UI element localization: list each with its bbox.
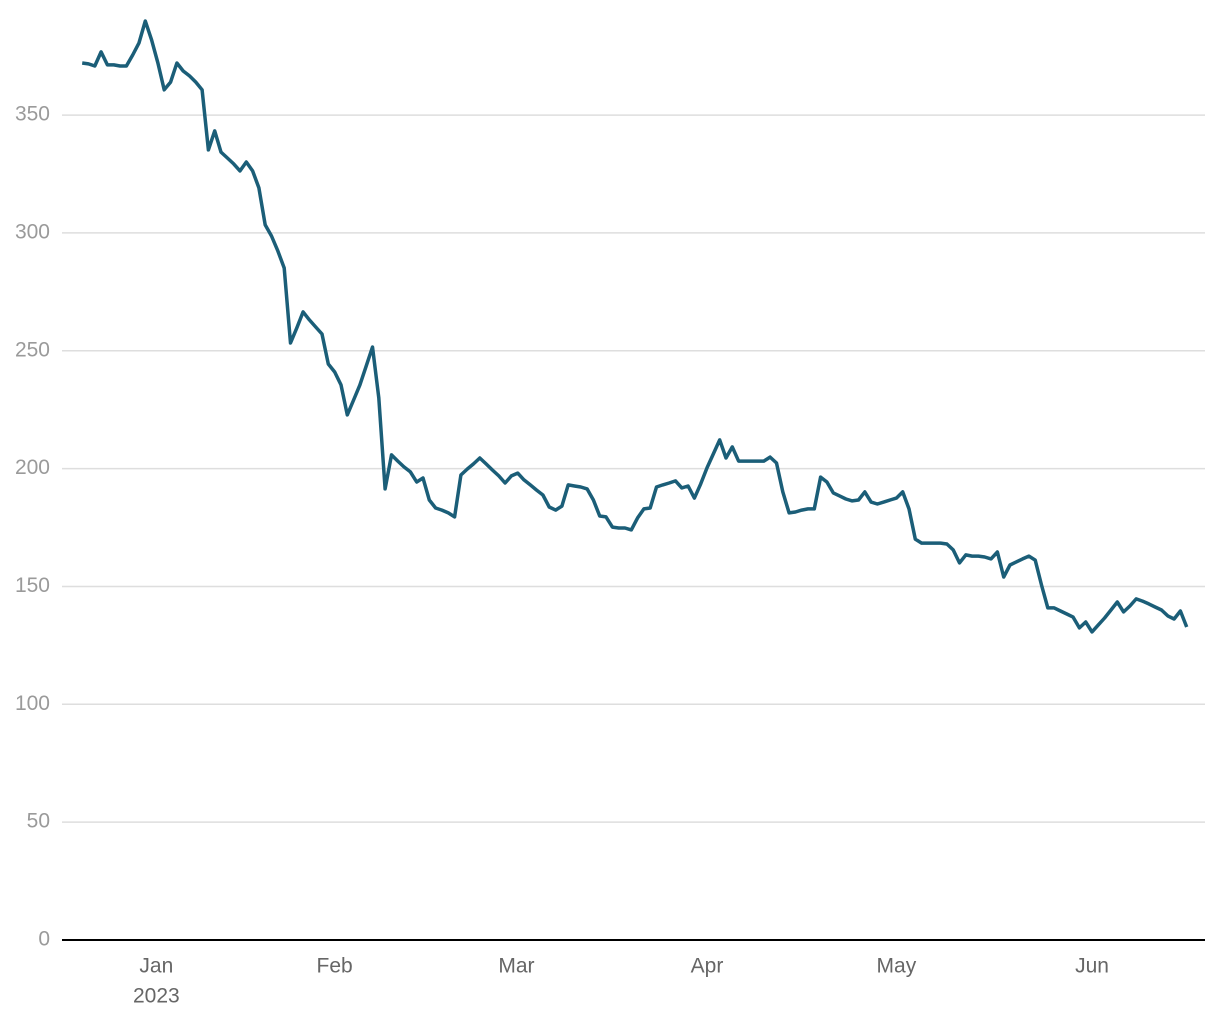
x-tick-label: Jun: [1075, 955, 1109, 978]
x-tick-sublabel: 2023: [133, 985, 180, 1008]
x-tick-label: May: [877, 955, 917, 978]
y-tick-label: 0: [38, 928, 50, 951]
line-series: [81, 19, 1189, 634]
x-tick-label: Jan: [139, 955, 173, 978]
y-tick-label: 200: [15, 456, 50, 479]
y-tick-label: 350: [15, 103, 50, 126]
y-tick-label: 250: [15, 338, 50, 361]
y-tick-label: 150: [15, 574, 50, 597]
x-tick-label: Feb: [317, 955, 353, 978]
x-tick-label: Mar: [498, 955, 534, 978]
x-tick-label: Apr: [691, 955, 724, 978]
y-tick-label: 100: [15, 692, 50, 715]
y-tick-label: 50: [27, 810, 50, 833]
y-tick-label: 300: [15, 220, 50, 243]
